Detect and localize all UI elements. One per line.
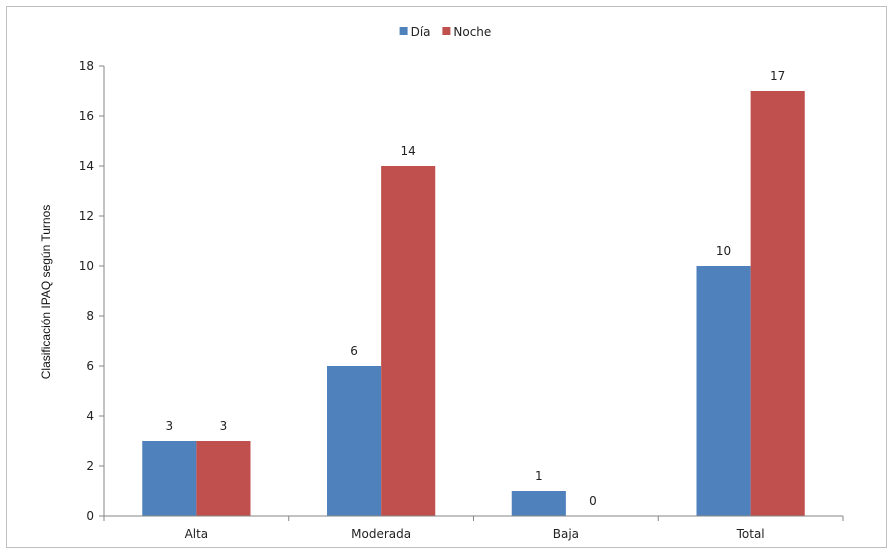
data-label: 6: [350, 344, 358, 358]
y-tick-label: 6: [86, 359, 94, 373]
legend-label: Día: [411, 25, 431, 39]
bar-día: [326, 366, 382, 516]
bar-noche: [196, 441, 251, 516]
data-label: 17: [770, 69, 785, 83]
data-label: 3: [165, 419, 173, 433]
y-axis: 0 2 4 6 8 10 12 14 16 18: [79, 59, 105, 523]
y-tick-label: 10: [79, 259, 94, 273]
bar-noche: [750, 91, 805, 516]
data-label: 0: [589, 494, 597, 508]
y-tick-label: 14: [79, 159, 94, 173]
x-tick-label: Total: [736, 527, 765, 541]
legend: Día Noche: [399, 25, 491, 39]
x-tick-label: Baja: [553, 527, 579, 541]
y-tick-label: 12: [79, 209, 94, 223]
y-tick-label: 8: [86, 309, 94, 323]
legend-swatch-noche: [442, 27, 451, 35]
legend-swatch-día: [399, 27, 408, 35]
data-label: 1: [535, 469, 543, 483]
x-tick-label: Moderada: [351, 527, 411, 541]
data-label: 10: [716, 244, 731, 258]
y-tick-label: 18: [79, 59, 94, 73]
bar-día: [511, 491, 566, 516]
y-tick-label: 2: [86, 459, 94, 473]
data-label: 14: [401, 144, 416, 158]
legend-label: Noche: [453, 25, 491, 39]
y-tick-label: 16: [79, 109, 94, 123]
bars: [142, 91, 805, 516]
x-axis: Alta Moderada Baja Total: [103, 515, 844, 541]
y-tick-label: 0: [86, 509, 94, 523]
bar-día: [142, 441, 197, 516]
x-tick-label: Alta: [185, 527, 209, 541]
bar-noche: [381, 166, 436, 516]
y-axis-title: Clasificación IPAQ según Turnos: [39, 205, 53, 380]
data-label: 3: [220, 419, 228, 433]
bar-día: [696, 266, 751, 516]
y-tick-label: 4: [86, 409, 94, 423]
